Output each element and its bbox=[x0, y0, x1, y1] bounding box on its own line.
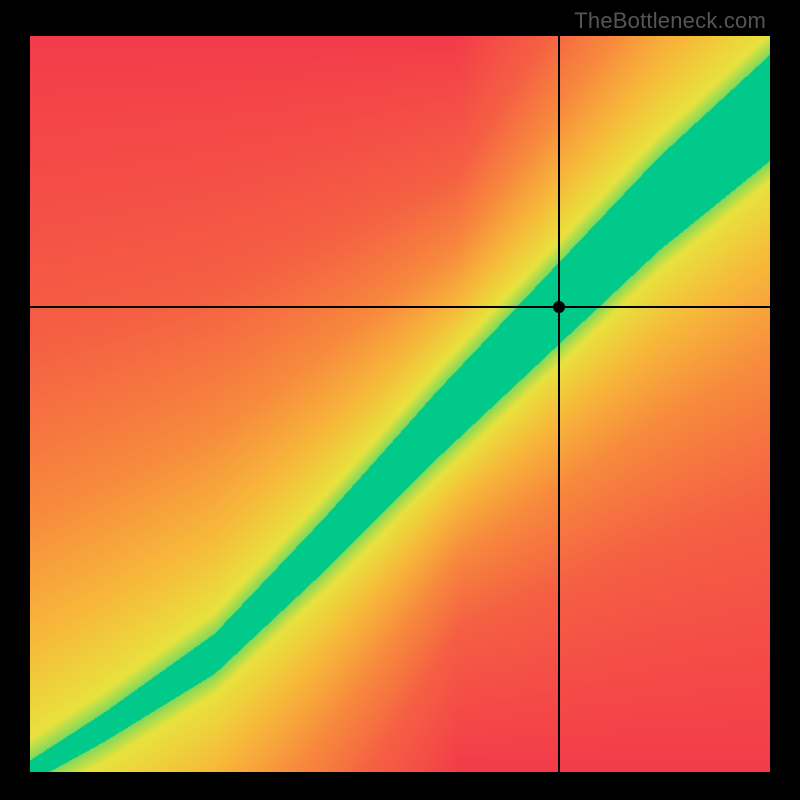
watermark-text: TheBottleneck.com bbox=[574, 8, 766, 34]
crosshair-horizontal bbox=[30, 306, 770, 308]
marker-dot bbox=[553, 301, 565, 313]
plot-area bbox=[30, 36, 770, 772]
heatmap-canvas bbox=[30, 36, 770, 772]
chart-container: TheBottleneck.com bbox=[0, 0, 800, 800]
crosshair-vertical bbox=[558, 36, 560, 772]
